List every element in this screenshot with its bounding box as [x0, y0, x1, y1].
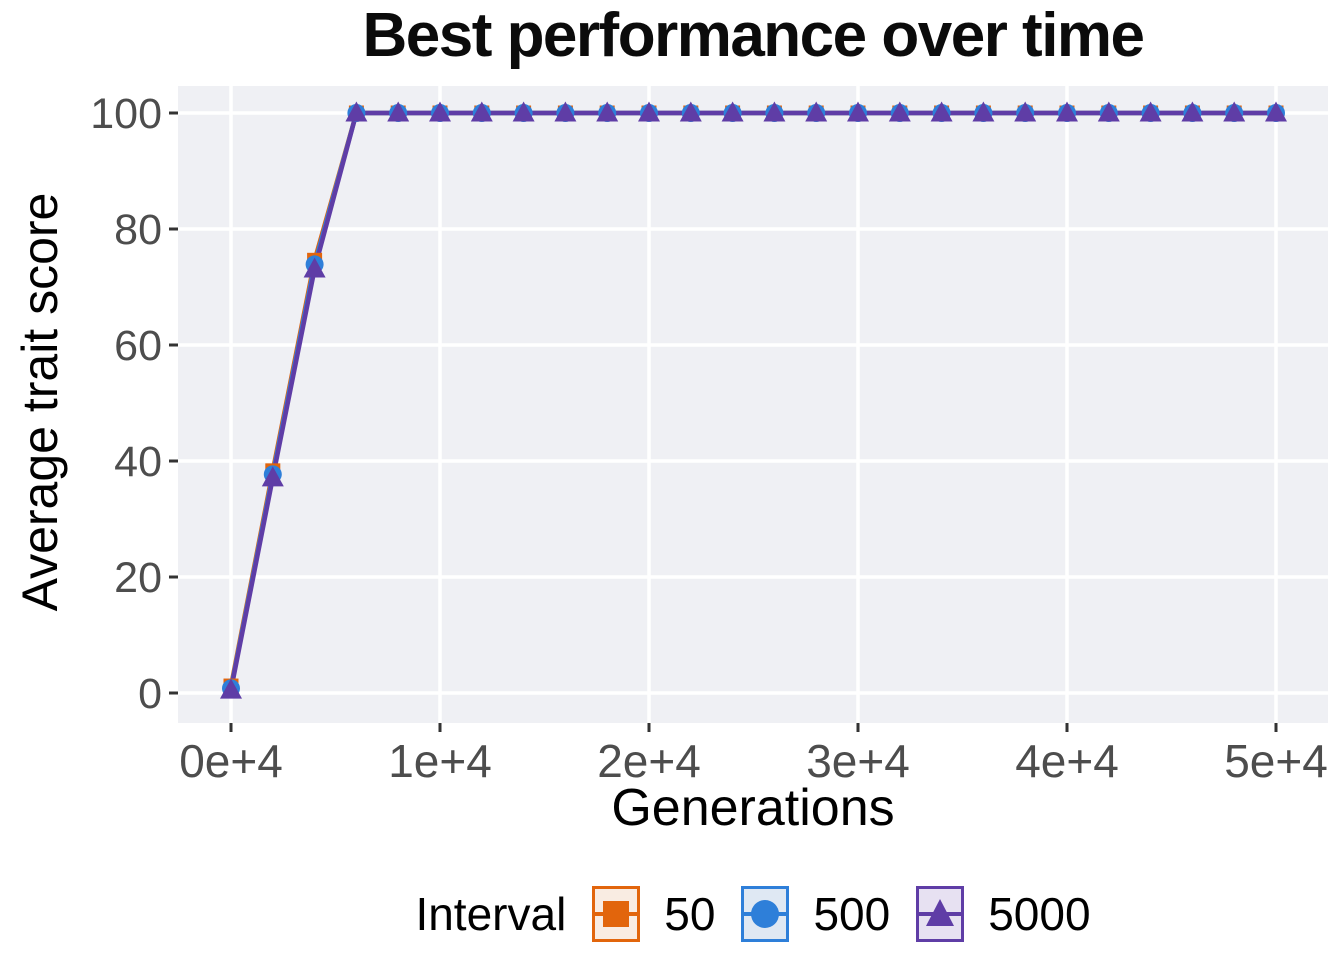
x-tick-label: 4e+4 — [1015, 735, 1119, 787]
legend-item-label: 5000 — [988, 888, 1091, 940]
triangle-marker-icon — [554, 101, 577, 122]
circle-marker-icon — [751, 900, 780, 928]
legend-item-label: 50 — [664, 888, 716, 940]
y-tick-label: 40 — [114, 438, 162, 486]
triangle-marker-icon — [1097, 101, 1120, 122]
y-tick-label: 80 — [114, 206, 162, 254]
triangle-marker-icon — [972, 101, 995, 122]
legend-item-label: 500 — [813, 888, 891, 940]
triangle-marker-icon — [596, 101, 619, 122]
legend-title: Interval — [415, 888, 567, 940]
triangle-marker-icon — [679, 101, 702, 122]
y-axis-title: Average trait score — [12, 192, 68, 612]
triangle-marker-icon — [926, 899, 955, 926]
triangle-marker-icon — [805, 101, 828, 122]
triangle-marker-icon — [888, 101, 911, 122]
square-marker-icon — [603, 901, 630, 927]
triangle-marker-icon — [345, 101, 368, 122]
x-tick-label: 5e+4 — [1224, 735, 1328, 787]
legend-key — [741, 886, 790, 942]
x-tick-label: 0e+4 — [179, 735, 283, 787]
chart-title: Best performance over time — [362, 1, 1145, 70]
legend-item: 500 — [741, 886, 890, 942]
triangle-marker-icon — [638, 101, 660, 122]
triangle-marker-icon — [930, 101, 953, 122]
triangle-marker-icon — [429, 101, 451, 122]
legend-marker-icon — [595, 901, 638, 927]
triangle-marker-icon — [1056, 101, 1078, 122]
y-tick-label: 0 — [138, 670, 162, 718]
triangle-marker-icon — [1265, 101, 1287, 122]
triangle-marker-icon — [1014, 101, 1037, 122]
x-tick-label: 1e+4 — [388, 735, 492, 787]
triangle-marker-icon — [1139, 101, 1162, 122]
y-tick-label: 20 — [114, 554, 162, 602]
triangle-marker-icon — [721, 101, 744, 122]
triangle-marker-icon — [512, 101, 535, 122]
triangle-marker-icon — [303, 257, 326, 278]
triangle-marker-icon — [387, 101, 410, 122]
triangle-marker-icon — [1223, 101, 1246, 122]
legend-marker-icon — [744, 900, 787, 928]
legend-key — [916, 886, 965, 942]
triangle-marker-icon — [220, 678, 242, 699]
x-axis-title: Generations — [611, 779, 895, 837]
plot-panel — [178, 86, 1328, 723]
triangle-marker-icon — [847, 101, 869, 122]
triangle-marker-icon — [470, 101, 493, 122]
y-tick-label: 100 — [90, 90, 162, 138]
legend-marker-icon — [919, 899, 962, 926]
x-tick-label: 2e+4 — [597, 735, 701, 787]
triangle-marker-icon — [763, 101, 786, 122]
legend-key — [592, 886, 641, 942]
legend: Interval 50 500 5000 — [178, 882, 1328, 946]
legend-item: 50 — [592, 886, 715, 942]
y-tick-label: 60 — [114, 322, 162, 370]
legend-item: 5000 — [916, 886, 1091, 942]
x-tick-label: 3e+4 — [806, 735, 910, 787]
triangle-marker-icon — [261, 466, 284, 487]
triangle-marker-icon — [1181, 101, 1204, 122]
